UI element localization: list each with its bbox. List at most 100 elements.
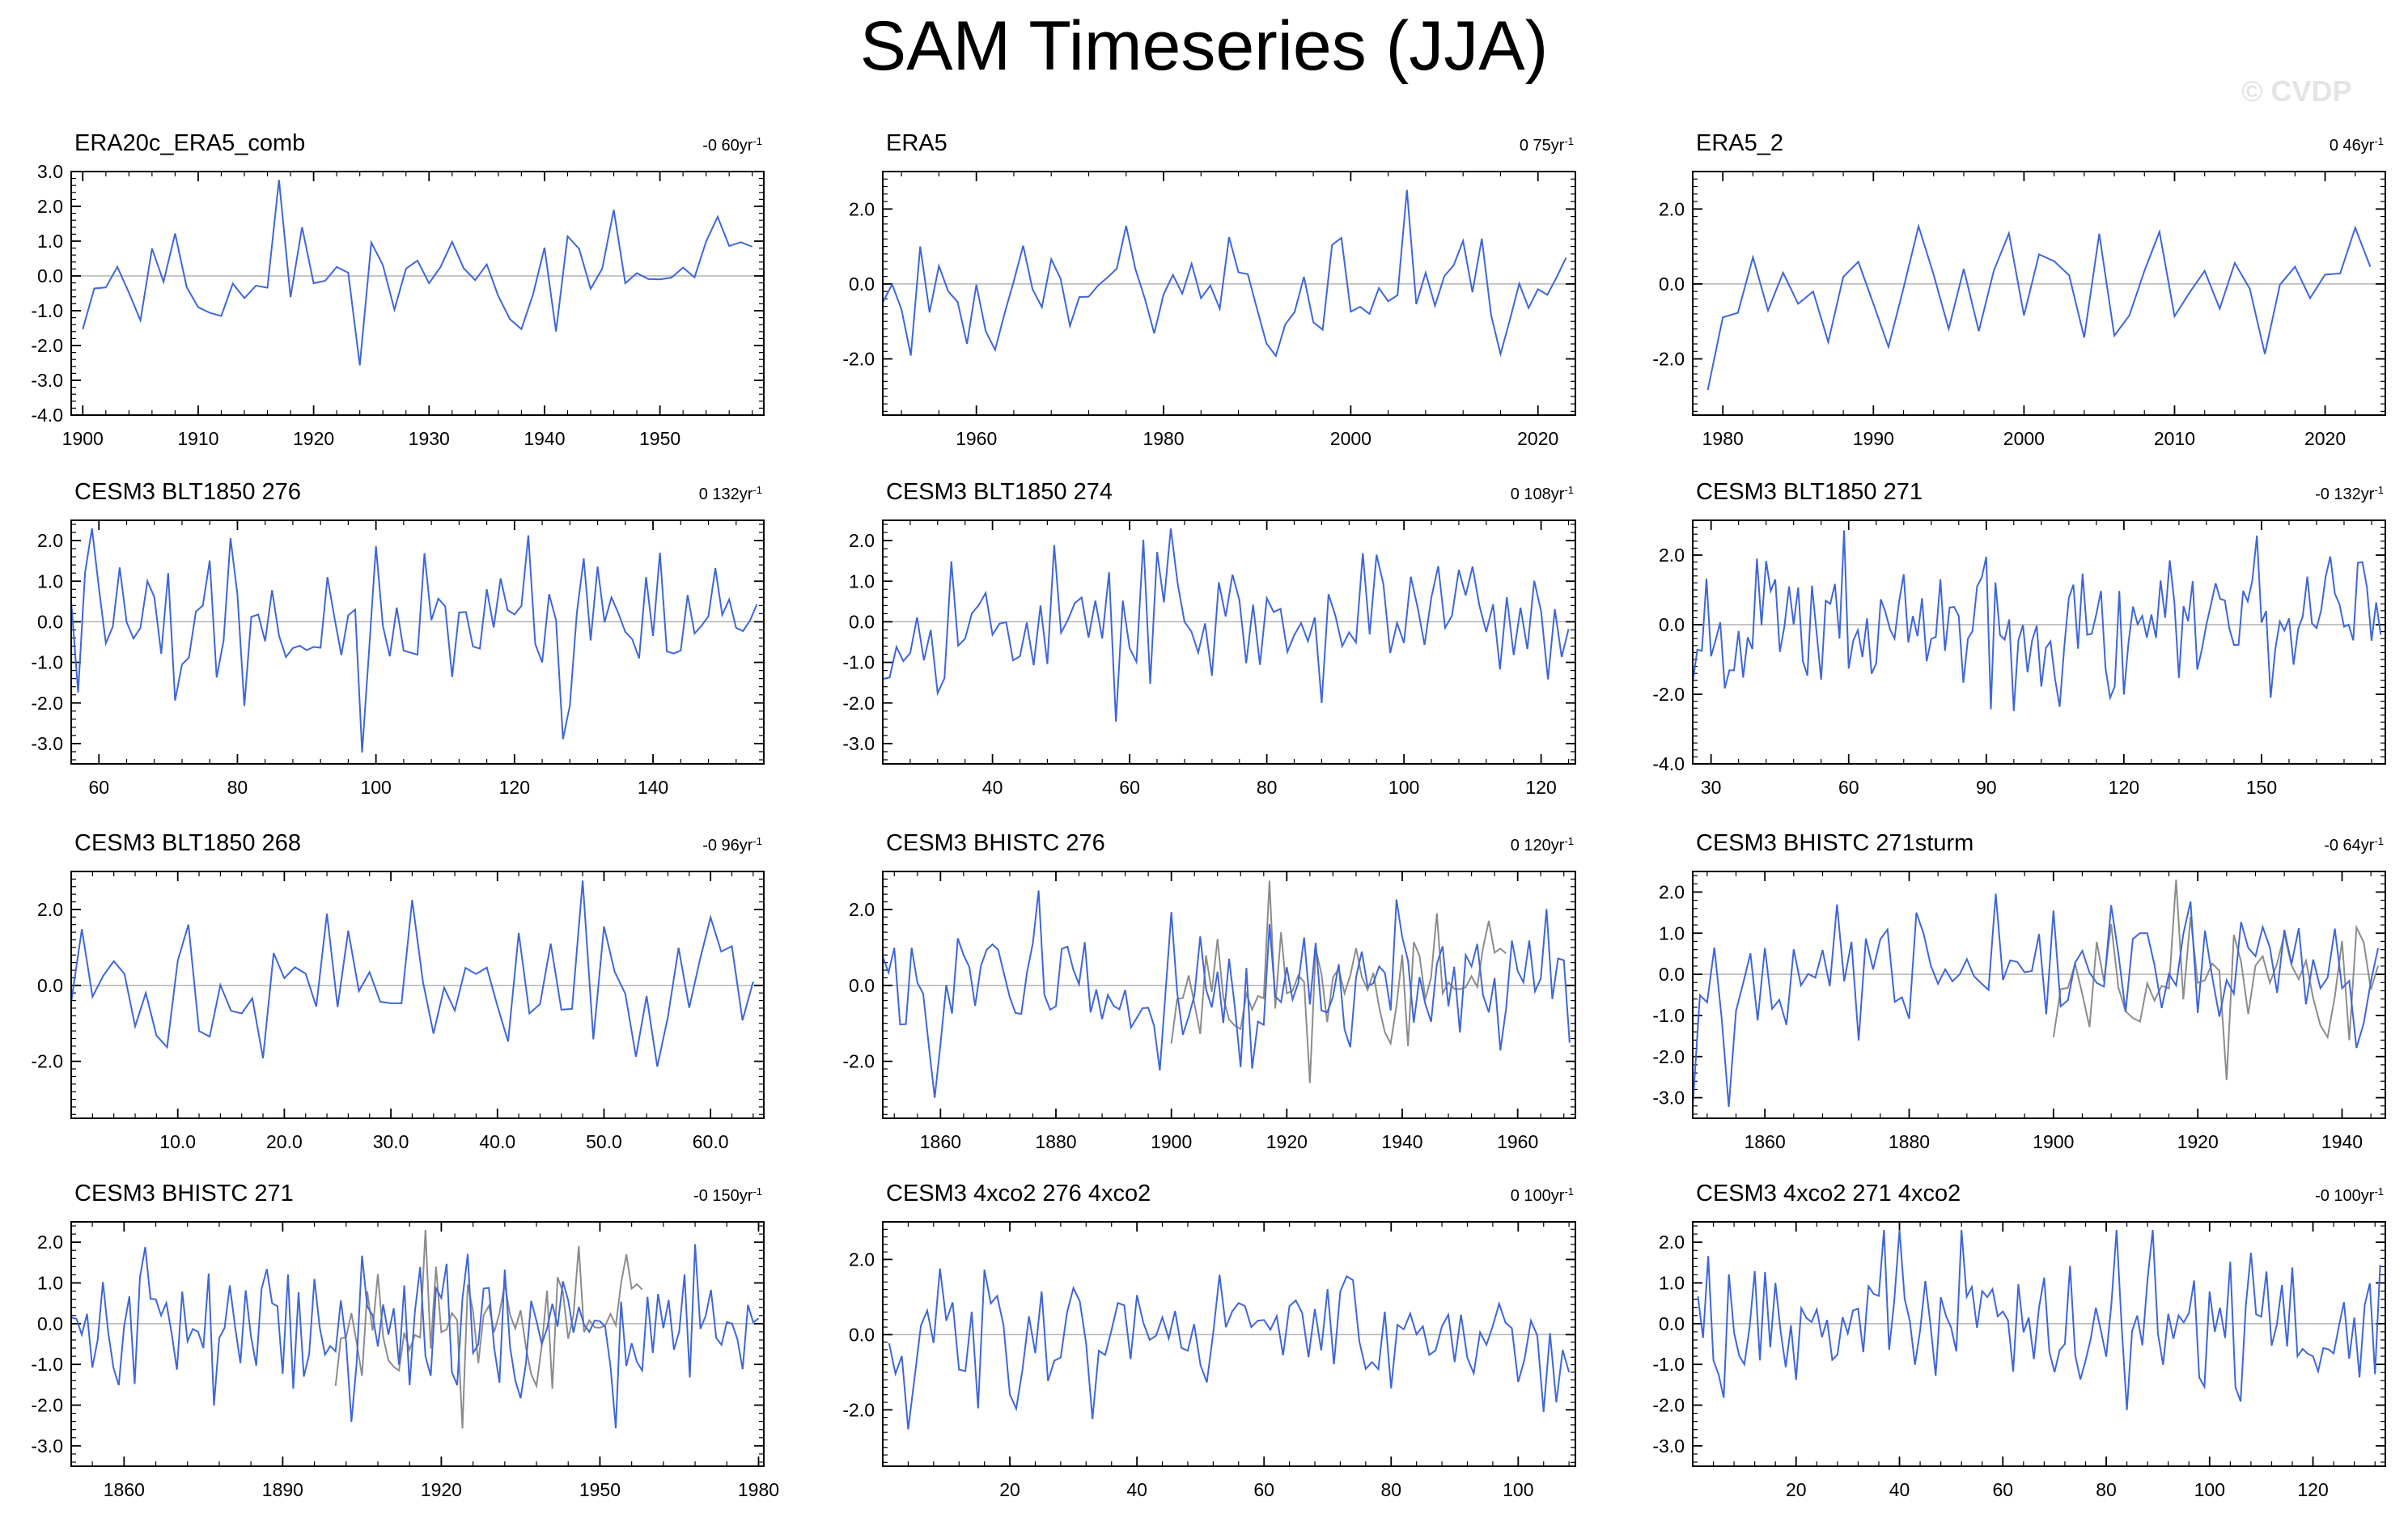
panel-title: CESM3 4xco2 276 4xco2 — [886, 1181, 1151, 1206]
y-tick-label: 2.0 — [1659, 198, 1685, 219]
y-tick-label: -4.0 — [31, 405, 63, 426]
x-tick-label: 1920 — [421, 1479, 462, 1500]
x-tick-label: 40.0 — [479, 1131, 515, 1152]
panel-title: CESM3 BHISTC 271sturm — [1696, 830, 1973, 856]
y-tick-label: 0.0 — [849, 611, 875, 632]
panel-6: CESM3 BLT1850 271 -0 132yr-1 2.0 0.0 -2.0 -4.… — [1652, 479, 2386, 798]
y-tick-label: -2.0 — [842, 349, 875, 370]
y-tick-label: 1.0 — [37, 570, 63, 592]
y-tick-label: 0.0 — [1659, 1313, 1685, 1334]
x-tick-label: 20 — [1786, 1479, 1807, 1500]
y-tick-label: 0.0 — [37, 611, 63, 632]
x-tick-label: 80 — [1380, 1479, 1401, 1500]
trend-unit: -1 — [752, 484, 762, 496]
x-tick-label: 1940 — [1381, 1131, 1422, 1152]
y-tick-label: 2.0 — [37, 196, 63, 217]
x-tick-label: 20 — [999, 1479, 1020, 1500]
trend-label: -0 150yr-1 — [693, 1185, 762, 1206]
x-tick-label: 120 — [2297, 1479, 2328, 1500]
panel-title: ERA5 — [886, 130, 948, 156]
plot-frame — [882, 519, 1576, 765]
x-tick-label: 1910 — [177, 428, 218, 449]
x-tick-label: 1900 — [2033, 1131, 2074, 1152]
panel-12: CESM3 4xco2 271 4xco2 -0 100yr-1 2.0 1.0 0.0… — [1652, 1181, 2386, 1500]
y-tick-label: -3.0 — [31, 733, 63, 754]
y-tick-label: -1.0 — [842, 652, 875, 673]
x-tick-label: 1960 — [1497, 1131, 1538, 1152]
x-tick-label: 120 — [1525, 777, 1556, 798]
x-tick-label: 60 — [1119, 777, 1140, 798]
x-tick-label: 1860 — [104, 1479, 145, 1500]
x-tick-label: 1950 — [579, 1479, 621, 1500]
trend-unit: -1 — [2374, 835, 2384, 847]
y-tick-label: -3.0 — [1652, 1435, 1685, 1457]
x-tick-label: 100 — [360, 777, 391, 798]
plot-frame — [882, 171, 1576, 416]
y-tick-label: -2.0 — [31, 693, 63, 714]
trend-label: 0 108yr-1 — [1511, 484, 1574, 504]
x-tick-label: 60 — [1992, 1479, 2013, 1500]
x-tick-label: 90 — [1976, 777, 1997, 798]
x-tick-label: 1920 — [2177, 1131, 2219, 1152]
plot-frame — [70, 171, 765, 416]
y-tick-label: 2.0 — [849, 1249, 875, 1270]
trend-unit: -1 — [2374, 1185, 2384, 1198]
x-tick-label: 2000 — [1330, 428, 1371, 449]
x-tick-label: 2000 — [2003, 428, 2045, 449]
sam-series-line — [1692, 530, 2382, 711]
plot-frame — [882, 871, 1576, 1119]
y-tick-label: -4.0 — [1652, 753, 1685, 774]
panel-4: CESM3 BLT1850 276 0 132yr-1 2.0 1.0 0.0 -1.0 -… — [31, 479, 765, 798]
y-tick-label: 0.0 — [1659, 964, 1685, 985]
x-tick-label: 140 — [638, 777, 668, 798]
sam-series-line — [888, 1268, 1571, 1430]
trend-label: -0 60yr-1 — [702, 135, 762, 155]
observed-overlay-line — [334, 1230, 643, 1429]
plot-frame — [70, 871, 765, 1119]
y-tick-label: 0.0 — [849, 274, 875, 295]
y-tick-label: 2.0 — [1659, 545, 1685, 566]
sam-series-line — [1706, 223, 2372, 391]
x-tick-label: 100 — [2194, 1479, 2225, 1500]
x-tick-label: 60 — [1838, 777, 1859, 798]
y-tick-label: -2.0 — [1652, 1395, 1685, 1416]
panel-title: CESM3 4xco2 271 4xco2 — [1696, 1181, 1961, 1206]
panel-title: CESM3 BHISTC 271 — [74, 1181, 294, 1206]
panel-title: CESM3 BHISTC 276 — [886, 830, 1105, 856]
cvdp-watermark: © CVDP — [2241, 74, 2352, 108]
x-tick-label: 1900 — [62, 428, 104, 449]
trend-unit: -1 — [752, 1185, 762, 1198]
y-tick-label: -2.0 — [31, 1051, 63, 1072]
x-tick-label: 1930 — [409, 428, 450, 449]
plot-frame — [70, 1221, 765, 1467]
sam-series-line — [882, 528, 1570, 722]
y-tick-label: -2.0 — [31, 1395, 63, 1416]
panel-3: ERA5_2 0 46yr-1 2.0 0.0 -2.0 1980 1990 2000 2010… — [1652, 130, 2386, 449]
x-tick-label: 30 — [1701, 777, 1722, 798]
y-tick-label: -1.0 — [31, 1354, 63, 1375]
trend-label: 0 132yr-1 — [699, 484, 762, 504]
sam-series-line — [70, 1244, 760, 1429]
y-tick-label: 2.0 — [849, 198, 875, 219]
plot-frame — [1692, 519, 2386, 765]
panel-9: CESM3 BHISTC 271sturm -0 64yr-1 2.0 1.0 0.0 -… — [1652, 830, 2386, 1152]
x-tick-label: 1940 — [524, 428, 565, 449]
x-tick-label: 2020 — [2304, 428, 2346, 449]
trend-unit: -1 — [2374, 135, 2384, 147]
sam-series-line — [882, 890, 1571, 1098]
trend-label: 0 75yr-1 — [1520, 135, 1574, 155]
observed-overlay-line — [2052, 880, 2380, 1080]
x-tick-label: 100 — [1388, 777, 1419, 798]
trend-unit: -1 — [752, 835, 762, 847]
x-tick-label: 40 — [1126, 1479, 1147, 1500]
plot-frame — [70, 519, 765, 765]
plot-frame — [1692, 871, 2386, 1119]
panel-title: ERA20c_ERA5_comb — [74, 130, 305, 156]
x-tick-label: 2010 — [2154, 428, 2195, 449]
panel-10: CESM3 BHISTC 271 -0 150yr-1 2.0 1.0 0.0 -1.0 -… — [31, 1181, 779, 1500]
trend-label: -0 64yr-1 — [2324, 835, 2384, 855]
x-tick-label: 40 — [1889, 1479, 1910, 1500]
x-tick-label: 1860 — [1745, 1131, 1786, 1152]
x-tick-label: 40 — [982, 777, 1003, 798]
